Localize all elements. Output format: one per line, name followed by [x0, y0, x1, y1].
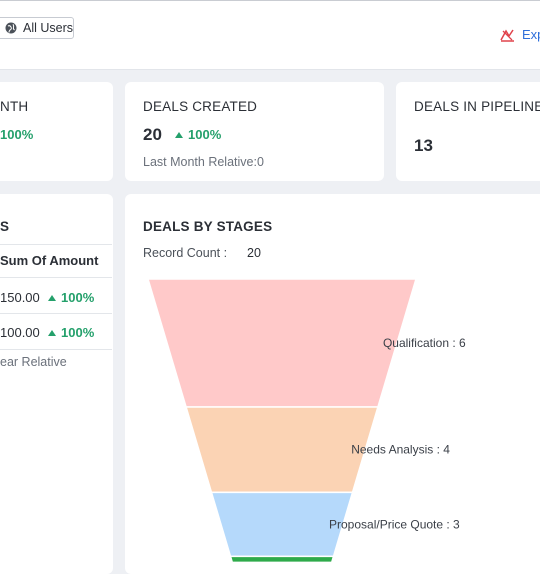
export-button[interactable]: Exp [500, 27, 540, 42]
export-label: Exp [522, 27, 540, 42]
amount-change: 100% [48, 325, 94, 340]
amount-panel: S [0, 194, 113, 574]
row-divider [0, 349, 112, 350]
top-bar: All Users Exp [0, 0, 540, 70]
globe-icon [5, 22, 17, 34]
kpi-card-month: NTH 100% [0, 82, 113, 181]
kpi-change: 100% [175, 127, 221, 142]
amount-change-value: 100% [61, 290, 95, 305]
kpi-value: 20 [143, 125, 162, 144]
user-filter-dropdown[interactable]: All Users [0, 17, 74, 39]
panel-footer: ear Relative [0, 355, 67, 369]
kpi-title: DEALS CREATED [143, 99, 258, 114]
kpi-card-deals-created: DEALS CREATED 20 100% Last Month Relativ… [125, 82, 384, 181]
amount-value: 150.00 [0, 290, 40, 305]
deals-by-stages-title: DEALS BY STAGES [143, 219, 273, 234]
row-divider [0, 313, 112, 314]
table-header: Sum Of Amount [0, 244, 112, 278]
triangle-up-icon [48, 329, 56, 336]
triangle-up-icon [48, 294, 56, 301]
record-count-value: 20 [247, 246, 261, 260]
triangle-up-icon [175, 131, 183, 138]
kpi-change: 100% [0, 127, 33, 142]
column-header: Sum Of Amount [0, 253, 99, 268]
kpi-change-value: 100% [0, 127, 34, 142]
kpi-relative: Last Month Relative:0 [143, 155, 264, 169]
amount-value: 100.00 [0, 325, 40, 340]
user-filter-label: All Users [23, 21, 74, 35]
amount-change: 100% [48, 290, 94, 305]
chart-export-icon [500, 29, 514, 42]
kpi-value: 13 [414, 136, 433, 155]
amount-change-value: 100% [61, 325, 95, 340]
panel-title: S [0, 219, 10, 234]
record-count-label: Record Count : [143, 246, 228, 260]
kpi-card-deals-in-pipeline: DEALS IN PIPELINE 13 [396, 82, 540, 181]
kpi-title: NTH [0, 99, 29, 114]
kpi-title: DEALS IN PIPELINE [414, 99, 540, 114]
kpi-change-value: 100% [188, 127, 222, 142]
deals-by-stages-card: DEALS BY STAGES Record Count : 20 [125, 194, 540, 574]
